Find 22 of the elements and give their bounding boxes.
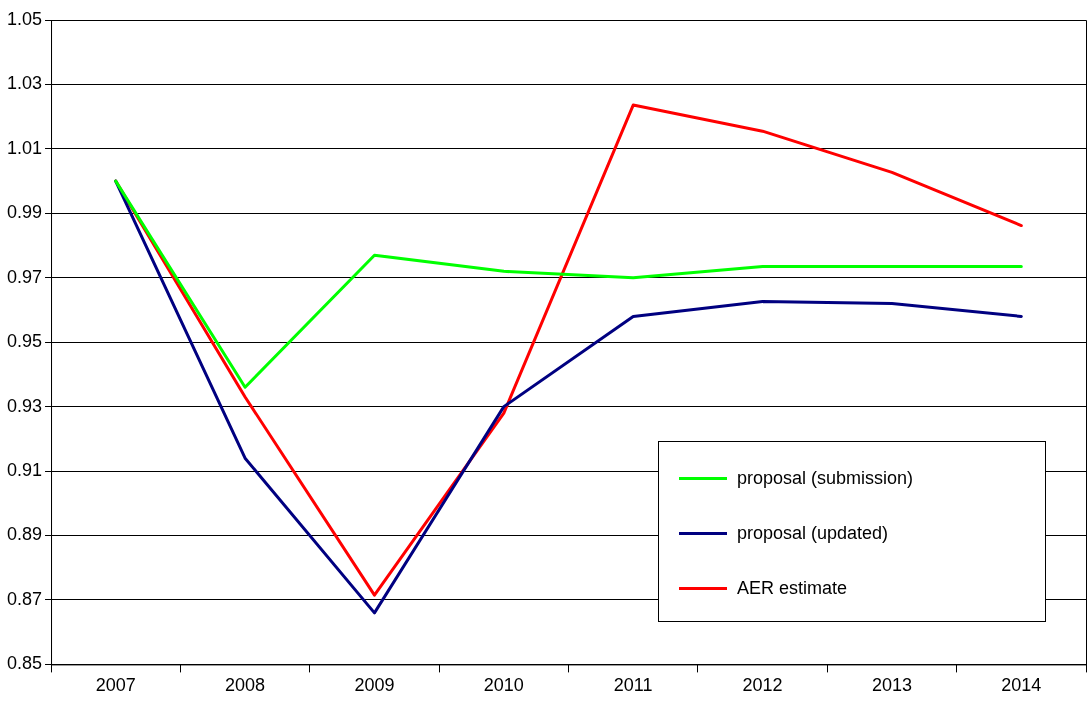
x-tick-label: 2007 <box>95 675 136 696</box>
y-tick-label: 0.87 <box>6 588 43 609</box>
y-tick-label: 0.85 <box>6 653 43 674</box>
y-tick-label: 0.93 <box>6 395 43 416</box>
legend-label: proposal (updated) <box>737 523 889 544</box>
y-tick-label: 0.95 <box>6 331 43 352</box>
x-tick-label: 2014 <box>1001 675 1042 696</box>
y-tick-label: 0.97 <box>6 266 43 287</box>
y-tick-label: 1.01 <box>6 137 43 158</box>
y-tick-label: 1.05 <box>6 8 43 29</box>
y-tick-label: 0.91 <box>6 460 43 481</box>
x-tick-label: 2009 <box>354 675 395 696</box>
x-tick-label: 2010 <box>483 675 524 696</box>
legend-label: proposal (submission) <box>737 468 914 489</box>
x-tick-label: 2011 <box>613 675 653 696</box>
legend-label: AER estimate <box>737 578 848 599</box>
y-tick-label: 1.03 <box>6 73 43 94</box>
x-tick-label: 2008 <box>225 675 266 696</box>
y-tick-label: 0.99 <box>6 202 43 223</box>
x-tick-label: 2013 <box>871 675 912 696</box>
y-tick-label: 0.89 <box>6 524 43 545</box>
x-tick-label: 2012 <box>742 675 783 696</box>
